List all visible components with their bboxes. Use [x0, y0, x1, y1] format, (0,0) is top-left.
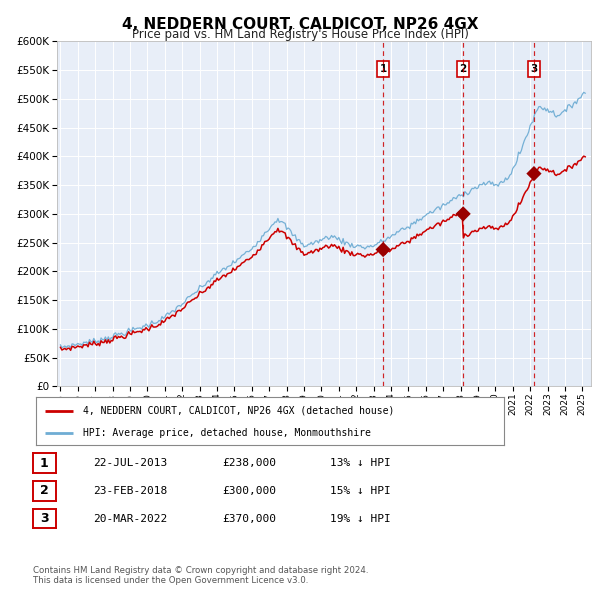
Point — [529, 169, 539, 178]
Bar — [383, 41, 591, 386]
Text: 4, NEDDERN COURT, CALDICOT, NP26 4GX (detached house): 4, NEDDERN COURT, CALDICOT, NP26 4GX (de… — [83, 405, 394, 415]
Text: 2: 2 — [40, 484, 49, 497]
Text: 23-FEB-2018: 23-FEB-2018 — [93, 486, 167, 496]
Point — [458, 209, 468, 219]
Point — [379, 245, 388, 254]
Text: HPI: Average price, detached house, Monmouthshire: HPI: Average price, detached house, Monm… — [83, 428, 371, 438]
Text: 1: 1 — [40, 457, 49, 470]
Text: £300,000: £300,000 — [222, 486, 276, 496]
Text: 19% ↓ HPI: 19% ↓ HPI — [330, 514, 391, 523]
Text: 2: 2 — [460, 64, 467, 74]
Text: 4, NEDDERN COURT, CALDICOT, NP26 4GX: 4, NEDDERN COURT, CALDICOT, NP26 4GX — [122, 17, 478, 31]
Text: 3: 3 — [530, 64, 538, 74]
Text: 20-MAR-2022: 20-MAR-2022 — [93, 514, 167, 523]
Text: 3: 3 — [40, 512, 49, 525]
Text: Contains HM Land Registry data © Crown copyright and database right 2024.
This d: Contains HM Land Registry data © Crown c… — [33, 566, 368, 585]
Text: 22-JUL-2013: 22-JUL-2013 — [93, 458, 167, 468]
Text: Price paid vs. HM Land Registry's House Price Index (HPI): Price paid vs. HM Land Registry's House … — [131, 28, 469, 41]
Text: £370,000: £370,000 — [222, 514, 276, 523]
Text: 1: 1 — [380, 64, 387, 74]
Text: 13% ↓ HPI: 13% ↓ HPI — [330, 458, 391, 468]
Text: £238,000: £238,000 — [222, 458, 276, 468]
Text: 15% ↓ HPI: 15% ↓ HPI — [330, 486, 391, 496]
